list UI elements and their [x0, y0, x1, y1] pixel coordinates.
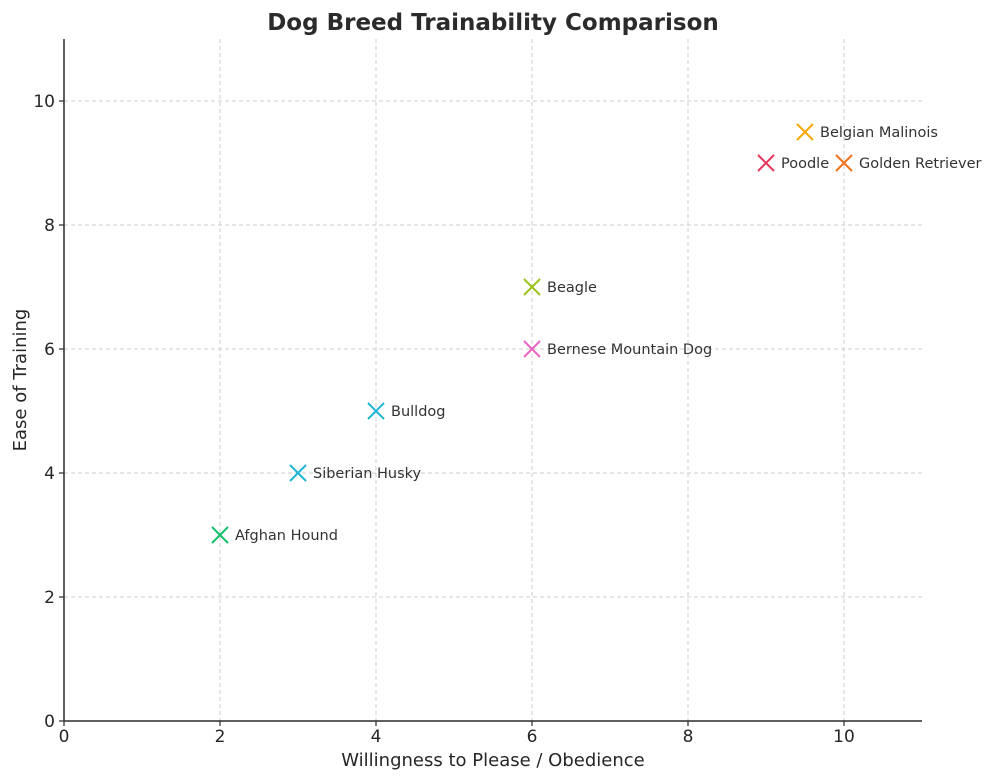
point-label: Afghan Hound — [235, 528, 338, 544]
axes — [63, 39, 922, 722]
x-marker — [523, 340, 541, 358]
point-label: Golden Retriever — [859, 156, 982, 172]
point-label: Bernese Mountain Dog — [547, 342, 712, 358]
x-marker — [835, 154, 853, 172]
x-tick-label: 6 — [527, 727, 538, 747]
chart-title: Dog Breed Trainability Comparison — [267, 10, 719, 36]
x-tick-label: 4 — [371, 727, 382, 747]
data-point: Bulldog — [367, 402, 445, 420]
x-tick-label: 0 — [59, 727, 70, 747]
point-label: Belgian Malinois — [820, 125, 938, 141]
grid — [64, 39, 922, 721]
y-axis-label: Ease of Training — [10, 309, 31, 452]
data-points: Belgian Malinois Poodle Golden Retriever Be… — [211, 123, 982, 544]
point-label: Bulldog — [391, 404, 445, 420]
x-axis-label: Willingness to Please / Obedience — [341, 750, 644, 771]
x-marker — [523, 278, 541, 296]
x-marker — [211, 526, 229, 544]
data-point: Poodle — [757, 154, 829, 172]
x-marker — [289, 464, 307, 482]
y-tick-label: 10 — [33, 92, 55, 112]
y-tick-label: 4 — [44, 464, 55, 484]
point-label: Beagle — [547, 280, 597, 296]
data-point: Golden Retriever — [835, 154, 982, 172]
x-tick-label: 2 — [215, 727, 226, 747]
point-label: Siberian Husky — [313, 466, 422, 482]
x-marker — [367, 402, 385, 420]
data-point: Beagle — [523, 278, 597, 296]
x-marker — [796, 123, 814, 141]
y-tick-label: 2 — [44, 588, 55, 608]
y-tick-label: 8 — [44, 216, 55, 236]
data-point: Bernese Mountain Dog — [523, 340, 712, 358]
x-tick-label: 10 — [833, 727, 855, 747]
data-point: Afghan Hound — [211, 526, 338, 544]
ticks: 0 2 4 6 8 10 0 2 4 6 8 10 — [33, 92, 854, 747]
x-marker — [757, 154, 775, 172]
x-tick-label: 8 — [683, 727, 694, 747]
data-point: Belgian Malinois — [796, 123, 938, 141]
y-tick-label: 6 — [44, 340, 55, 360]
point-label: Poodle — [781, 156, 829, 172]
y-tick-label: 0 — [44, 712, 55, 732]
data-point: Siberian Husky — [289, 464, 422, 482]
